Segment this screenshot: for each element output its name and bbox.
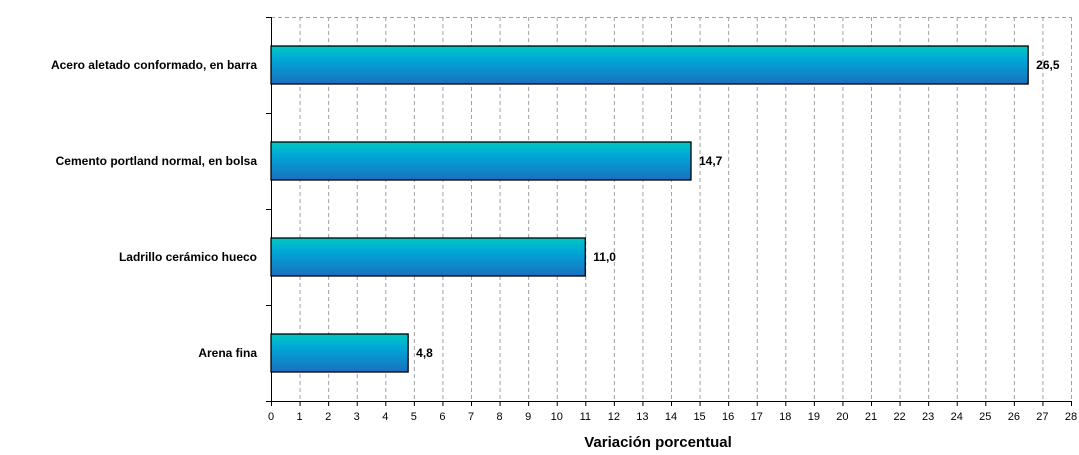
- bar: [270, 141, 692, 181]
- x-tick-label: 12: [608, 411, 620, 423]
- bar: [270, 333, 409, 373]
- x-tick-label: 13: [636, 411, 648, 423]
- x-tick-label: 25: [979, 411, 991, 423]
- x-tick-label: 19: [808, 411, 820, 423]
- labels: 0 1 2 3 4 5 6 7 8 9 10 11 12 13 14 15 16 17 18 19 20 21 22 23 24…: [51, 58, 1077, 423]
- x-tick-label: 7: [468, 411, 474, 423]
- x-tick-label: 9: [525, 411, 531, 423]
- x-tick-label: 4: [382, 411, 388, 423]
- value-label: 26,5: [1036, 58, 1060, 72]
- category-label: Acero aletado conformado, en barra: [51, 58, 257, 72]
- x-tick-label: 16: [722, 411, 734, 423]
- x-tick-label: 10: [551, 411, 563, 423]
- x-tick-label: 11: [580, 411, 591, 423]
- x-tick-label: 3: [354, 411, 360, 423]
- value-label: 11,0: [593, 250, 616, 264]
- value-label: 14,7: [699, 154, 723, 168]
- x-tick-label: 17: [751, 411, 763, 423]
- x-tick-label: 18: [779, 411, 791, 423]
- category-label: Ladrillo cerámico hueco: [119, 250, 257, 264]
- x-tick-label: 22: [893, 411, 905, 423]
- x-tick-label: 27: [1036, 411, 1048, 423]
- x-tick-label: 26: [1008, 411, 1020, 423]
- x-tick-label: 14: [665, 411, 677, 423]
- value-label: 4,8: [416, 346, 433, 360]
- x-tick-label: 2: [325, 411, 331, 423]
- x-tick-label: 28: [1065, 411, 1077, 423]
- x-tick-label: 1: [297, 411, 303, 423]
- category-label: Arena fina: [198, 346, 257, 360]
- x-tick-label: 5: [411, 411, 417, 423]
- x-tick-label: 15: [693, 411, 705, 423]
- x-axis-title: Variación porcentual: [584, 434, 732, 451]
- x-tick-label: 6: [439, 411, 445, 423]
- x-tick-label: 23: [922, 411, 934, 423]
- x-tick-label: 0: [268, 411, 274, 423]
- bars: [270, 45, 1029, 373]
- x-tick-label: 20: [836, 411, 848, 423]
- bar: [270, 237, 586, 277]
- x-tick-label: 21: [865, 411, 877, 423]
- x-tick-label: 24: [951, 411, 963, 423]
- category-label: Cemento portland normal, en bolsa: [56, 154, 258, 168]
- bar: [270, 45, 1029, 85]
- x-tick-label: 8: [497, 411, 503, 423]
